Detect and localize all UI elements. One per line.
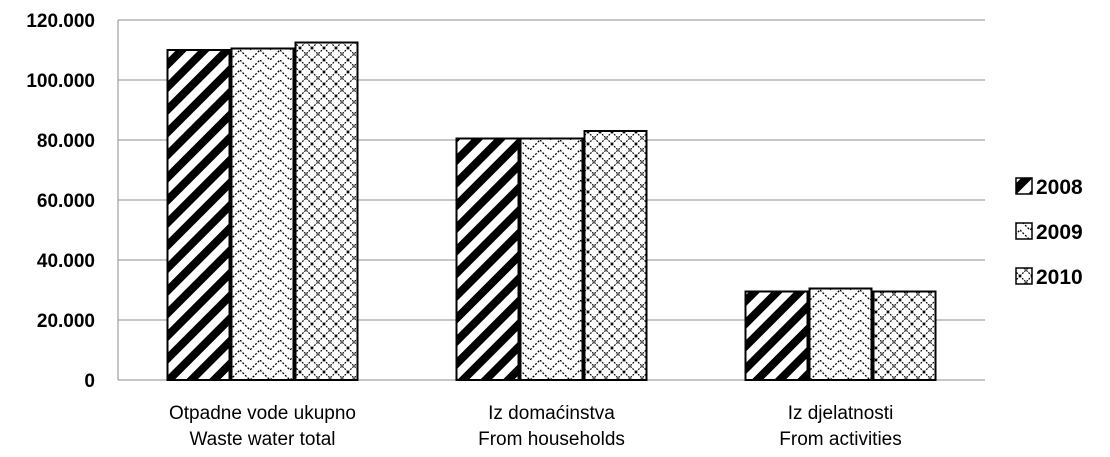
bar-2010-cat-1 — [583, 130, 648, 381]
y-axis-ticks: 0 20.000 40.000 60.000 80.000 100.000 120.000 — [26, 11, 95, 392]
bar-2010-cat-0 — [294, 41, 359, 381]
y-tick-label: 60.000 — [37, 191, 95, 212]
bar-2010-cat-2 — [872, 290, 937, 381]
x-tick-label: Waste water total — [189, 429, 335, 450]
x-tick-label: Otpadne vode ukupno — [169, 403, 356, 424]
bar-2009-cat-0 — [230, 47, 295, 381]
legend-swatch-2009 — [1015, 222, 1033, 240]
x-tick-label: From households — [478, 429, 625, 450]
bar-2008-cat-0 — [166, 49, 231, 381]
x-tick-label: From activities — [779, 429, 901, 450]
x-tick-label: Iz djelatnosti — [788, 403, 894, 424]
bar-2009-cat-2 — [808, 287, 873, 381]
y-tick-label: 40.000 — [37, 251, 95, 272]
x-axis-ticks: Otpadne vode ukupno Waste water total Iz d… — [169, 403, 902, 450]
x-tick-label: Iz domaćinstva — [488, 403, 615, 424]
legend-label-2010: 2010 — [1036, 266, 1083, 289]
bar-2008-cat-1 — [455, 137, 520, 381]
legend-swatch-2010 — [1015, 267, 1033, 285]
legend-label-2009: 2009 — [1036, 221, 1083, 244]
bars — [166, 41, 937, 381]
legend-label-2008: 2008 — [1036, 176, 1083, 199]
y-tick-label: 100.000 — [26, 71, 95, 92]
y-tick-label: 120.000 — [26, 11, 95, 32]
y-tick-label: 80.000 — [37, 131, 95, 152]
legend-swatch-2008 — [1015, 177, 1033, 195]
legend: 2008 2009 2010 — [1015, 176, 1083, 289]
y-tick-label: 0 — [84, 371, 95, 392]
bar-2009-cat-1 — [519, 137, 584, 381]
bar-2008-cat-2 — [744, 290, 809, 381]
y-tick-label: 20.000 — [37, 311, 95, 332]
